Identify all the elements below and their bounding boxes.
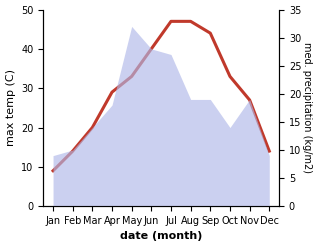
Y-axis label: max temp (C): max temp (C) [5, 69, 16, 146]
Y-axis label: med. precipitation (kg/m2): med. precipitation (kg/m2) [302, 42, 313, 173]
X-axis label: date (month): date (month) [120, 231, 202, 242]
